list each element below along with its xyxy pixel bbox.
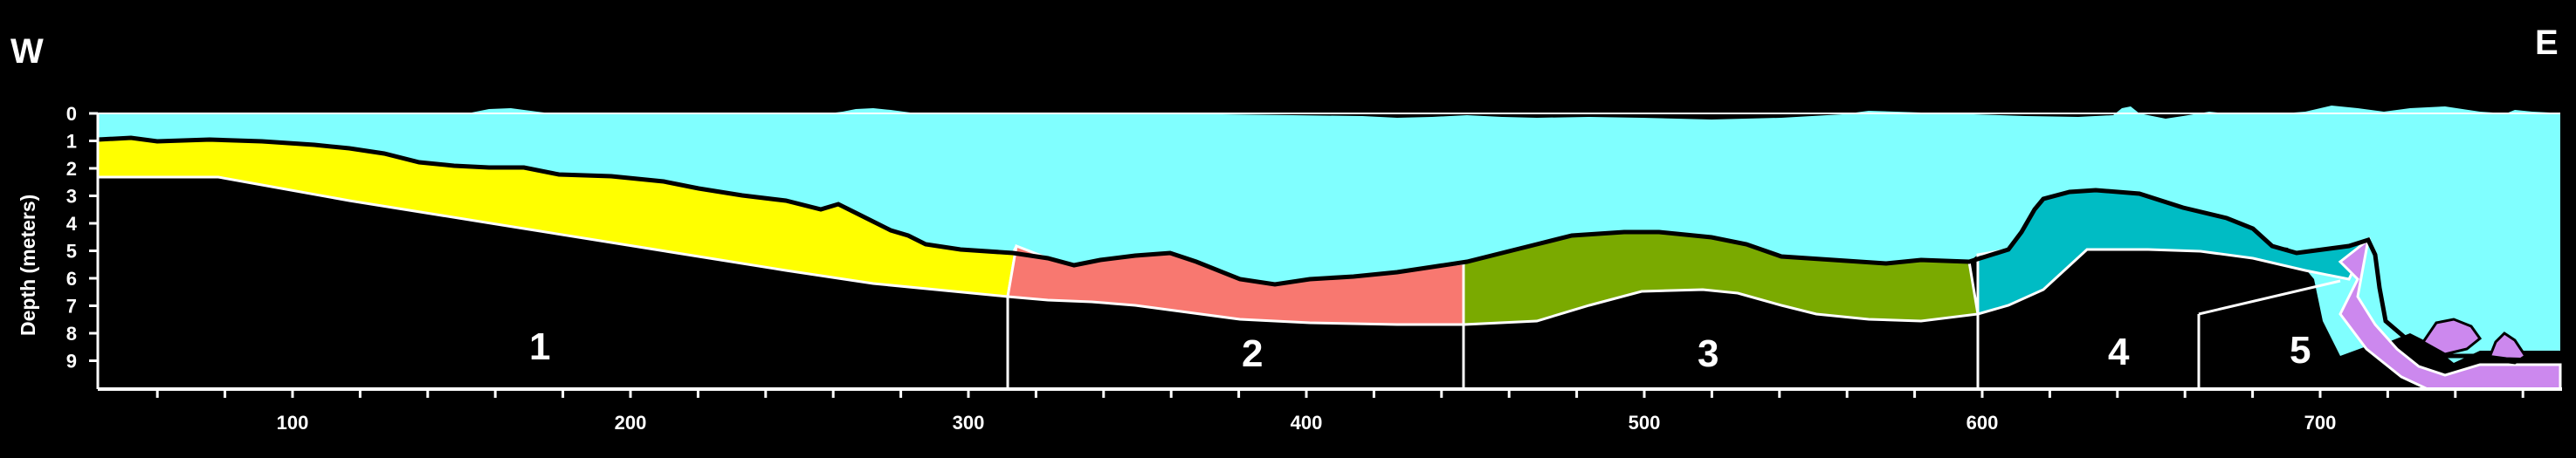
y-tick-label: 0 [66,103,77,125]
x-tick-label: 500 [1629,412,1661,434]
segment-2-label: 2 [1242,332,1263,375]
seafloor-outline [97,135,2561,364]
x-tick-label: 600 [1966,412,1999,434]
segment-5-area [2338,236,2562,391]
segment-3-label: 3 [1698,332,1718,375]
segment-5-mound-a [2421,318,2483,356]
segment-4-label: 4 [2108,331,2130,373]
y-tick-label: 4 [66,213,78,235]
west-label: W [10,32,44,71]
y-tick-label: 1 [66,131,77,153]
x-axis-ticks: 100 200 300 400 500 600 700 [155,389,2524,434]
y-tick-label: 3 [66,186,77,208]
y-tick-label: 2 [66,158,77,180]
y-axis-label: Depth (meters) [17,195,39,336]
x-tick-label: 100 [277,412,309,434]
x-tick-label: 700 [2304,412,2337,434]
east-label: E [2535,24,2559,62]
y-tick-label: 7 [66,296,77,318]
y-tick-label: 6 [66,268,77,290]
segment-1-label: 1 [529,325,550,368]
water-body [98,106,2560,363]
y-tick-label: 8 [66,323,77,345]
x-tick-label: 300 [953,412,985,434]
y-tick-label: 9 [66,351,77,373]
y-axis-ticks: 0 1 2 3 4 5 6 7 8 9 [66,103,98,373]
boundary-lines [1006,279,2341,389]
x-tick-label: 400 [1291,412,1323,434]
segment-5-label: 5 [2290,329,2311,372]
y-tick-label: 5 [66,241,77,263]
x-tick-label: 200 [615,412,647,434]
segment-5-mound-b [2486,332,2528,365]
